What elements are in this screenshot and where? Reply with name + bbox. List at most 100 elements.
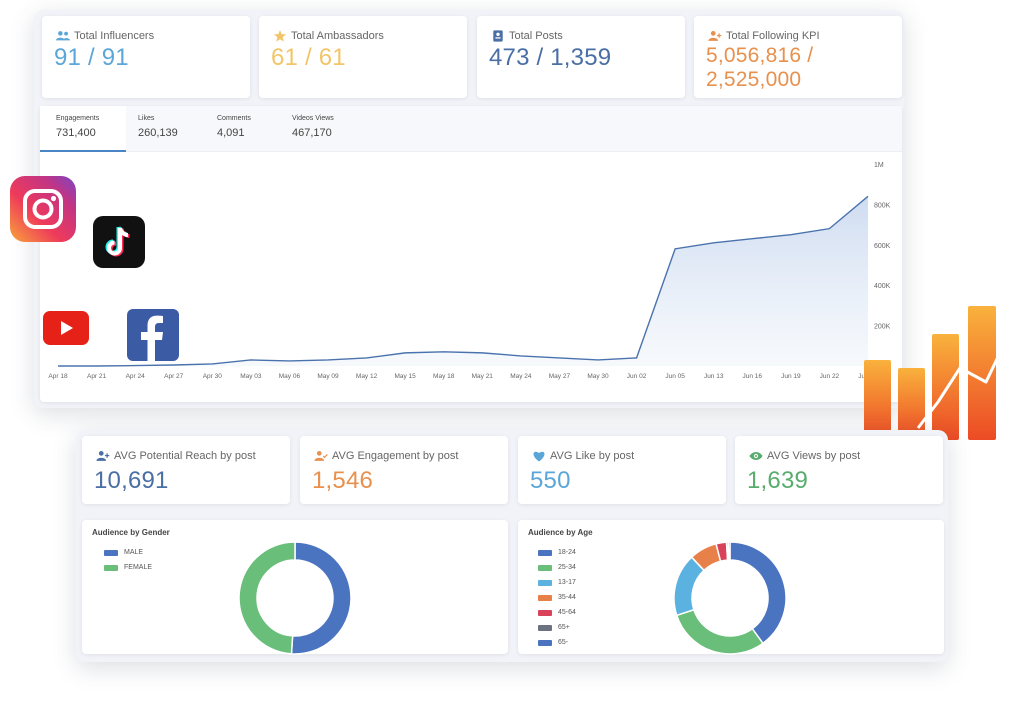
legend-swatch	[538, 579, 552, 586]
tab-value: 731,400	[56, 127, 96, 139]
kpi-avg-like: AVG Like by post 550	[518, 436, 726, 504]
kpi-value: 5,056,816 / 2,525,000	[706, 44, 814, 91]
engagement-chart-card: Engagements 731,400 Likes 260,139 Commen…	[40, 106, 902, 402]
area-fill	[58, 196, 868, 366]
tab-videos-views[interactable]: Videos Views 467,170	[292, 106, 372, 152]
legend-swatch	[104, 564, 118, 571]
legend-swatch	[538, 624, 552, 631]
legend-item-25-34[interactable]: 25-34	[538, 564, 576, 571]
audience-age-title: Audience by Age	[528, 528, 593, 537]
user-plus-icon	[96, 451, 110, 461]
tab-engagements[interactable]: Engagements 731,400	[40, 106, 126, 152]
id-card-icon	[493, 30, 503, 42]
x-tick-label: May 30	[587, 373, 609, 380]
donut-slice[interactable]	[238, 541, 296, 655]
kpi-total-following: Total Following KPI 5,056,816 / 2,525,00…	[694, 16, 902, 98]
legend-label: 65-	[558, 639, 569, 646]
tiktok-icon	[93, 216, 145, 268]
x-tick-label: Jun 22	[820, 373, 840, 380]
kpi-value: 10,691	[94, 467, 169, 494]
users-icon	[56, 31, 70, 41]
legend-label: 25-34	[558, 564, 576, 571]
tab-comments[interactable]: Comments 4,091	[217, 106, 287, 152]
kpi-label: AVG Views by post	[767, 450, 861, 462]
tab-label: Comments	[217, 115, 251, 122]
legend-label: 35-44	[558, 594, 576, 601]
kpi-total-influencers: Total Influencers 91 / 91	[42, 16, 250, 98]
legend-item-65+[interactable]: 65+	[538, 624, 570, 631]
donut-slice[interactable]	[727, 541, 731, 561]
legend-item-18-24[interactable]: 18-24	[538, 549, 576, 556]
tab-value: 260,139	[138, 127, 178, 139]
x-tick-label: Jun 16	[743, 373, 763, 380]
x-tick-label: May 15	[394, 373, 416, 380]
tab-label: Likes	[138, 115, 155, 122]
donut-slice[interactable]	[290, 541, 352, 655]
x-tick-label: Jun 13	[704, 373, 724, 380]
x-tick-label: Apr 24	[126, 373, 146, 380]
heart-icon	[533, 451, 545, 462]
audience-gender-title: Audience by Gender	[92, 528, 170, 537]
legend-swatch	[104, 549, 118, 556]
kpi-label: AVG Like by post	[550, 450, 635, 462]
series-line	[58, 195, 869, 367]
bar-chart-illustration-icon	[864, 306, 1010, 440]
gender-donut-chart	[238, 541, 352, 655]
x-tick-label: Apr 21	[87, 373, 107, 380]
facebook-icon	[127, 309, 179, 361]
kpi-value: 473 / 1,359	[489, 44, 612, 71]
kpi-label: Total Following KPI	[726, 30, 820, 42]
kpi-value: 1,546	[312, 467, 374, 494]
x-tick-label: Apr 27	[164, 373, 184, 380]
legend-item-65-[interactable]: 65-	[538, 639, 568, 646]
legend-label: 65+	[558, 624, 570, 631]
y-tick-label: 1M	[874, 162, 884, 169]
x-tick-label: May 18	[433, 373, 455, 380]
x-tick-label: Jun 19	[781, 373, 801, 380]
tab-likes[interactable]: Likes 260,139	[138, 106, 208, 152]
legend-item-13-17[interactable]: 13-17	[538, 579, 576, 586]
x-tick-label: Apr 30	[203, 373, 223, 380]
audience-gender-card: Audience by Gender MALE FEMALE	[82, 520, 508, 655]
x-tick-label: May 24	[510, 373, 532, 380]
engagement-area-chart: 200K 400K 600K 800K 1M Apr 18 Apr 21 Apr 24 Apr …	[48, 162, 891, 380]
legend-item-45-64[interactable]: 45-64	[538, 609, 576, 616]
x-tick-label: Apr 18	[48, 373, 68, 380]
y-tick-label: 800K	[874, 202, 891, 209]
legend-item-35-44[interactable]: 35-44	[538, 594, 576, 601]
tab-value: 4,091	[217, 127, 245, 139]
kpi-value: 91 / 91	[54, 44, 129, 71]
legend-female[interactable]: FEMALE	[104, 564, 152, 571]
kpi-label: Total Ambassadors	[291, 30, 384, 42]
kpi-label: AVG Potential Reach by post	[114, 450, 256, 462]
kpi-label: AVG Engagement by post	[332, 450, 459, 462]
donut-slice[interactable]	[675, 608, 764, 655]
x-tick-label: Jun 05	[665, 373, 685, 380]
legend-swatch	[538, 594, 552, 601]
legend-label: 18-24	[558, 549, 576, 556]
star-icon	[273, 30, 287, 42]
user-plus-icon	[708, 31, 722, 41]
legend-swatch	[538, 609, 552, 616]
kpi-total-ambassadors: Total Ambassadors 61 / 61	[259, 16, 467, 98]
kpi-value: 550	[530, 467, 571, 494]
legend-label: MALE	[124, 549, 144, 556]
kpi-total-posts: Total Posts 473 / 1,359	[477, 16, 685, 98]
kpi-avg-engagement: AVG Engagement by post 1,546	[300, 436, 508, 504]
x-tick-label: May 21	[472, 373, 494, 380]
x-tick-label: May 03	[240, 373, 262, 380]
legend-swatch	[538, 639, 552, 646]
x-tick-label: Jun 02	[627, 373, 647, 380]
x-tick-label: May 06	[279, 373, 301, 380]
x-tick-label: May 12	[356, 373, 378, 380]
audience-age-card: Audience by Age 18-24 25-34 13-17 35-44 45-6…	[518, 520, 944, 655]
x-tick-label: May 27	[549, 373, 571, 380]
tab-value: 467,170	[292, 127, 332, 139]
kpi-value: 1,639	[747, 467, 809, 494]
tab-label: Videos Views	[292, 115, 334, 122]
legend-male[interactable]: MALE	[104, 549, 143, 556]
tab-label: Engagements	[56, 115, 100, 122]
kpi-avg-potential-reach: AVG Potential Reach by post 10,691	[82, 436, 290, 504]
y-tick-label: 600K	[874, 243, 891, 250]
donut-slice[interactable]	[729, 541, 787, 645]
